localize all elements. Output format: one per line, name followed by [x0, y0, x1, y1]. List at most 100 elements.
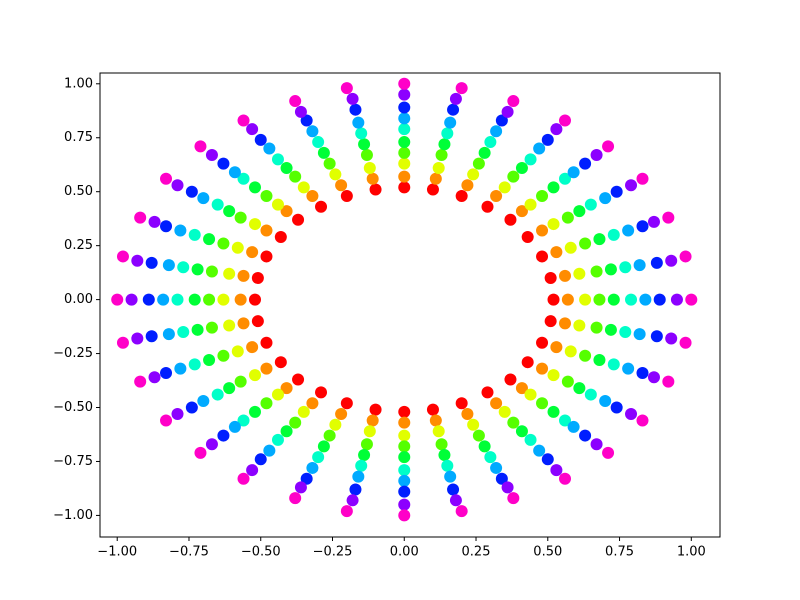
scatter-point	[280, 205, 293, 218]
scatter-point	[536, 362, 549, 375]
scatter-point	[507, 416, 520, 429]
scatter-point	[231, 345, 244, 358]
scatter-point	[541, 453, 554, 466]
scatter-point	[306, 397, 319, 410]
scatter-point	[217, 429, 230, 442]
scatter-point	[524, 433, 537, 446]
scatter-point	[533, 142, 546, 155]
scatter-point	[498, 181, 511, 194]
scatter-point	[435, 149, 448, 162]
y-tick-label: −0.50	[53, 400, 93, 415]
scatter-point	[679, 250, 692, 263]
scatter-point	[197, 192, 210, 205]
scatter-point	[607, 358, 620, 371]
scatter-point	[340, 82, 353, 95]
scatter-point	[647, 215, 660, 228]
scatter-point	[254, 133, 267, 146]
scatter-point	[435, 438, 448, 451]
scatter-point	[679, 336, 692, 349]
scatter-point	[579, 429, 592, 442]
scatter-point	[289, 170, 302, 183]
scatter-point	[315, 386, 328, 399]
scatter-point	[610, 401, 623, 414]
scatter-point	[211, 198, 224, 211]
scatter-point	[205, 149, 218, 162]
scatter-point	[355, 127, 368, 140]
y-tick-label: 0.00	[64, 292, 93, 307]
scatter-point	[231, 241, 244, 254]
scatter-point	[490, 125, 503, 138]
scatter-point	[498, 405, 511, 418]
scatter-point	[625, 407, 638, 420]
scatter-point	[536, 190, 549, 203]
scatter-point	[398, 485, 411, 498]
scatter-point	[177, 325, 190, 338]
scatter-point	[438, 138, 451, 151]
scatter-point	[441, 127, 454, 140]
scatter-point	[317, 146, 330, 159]
scatter-point	[237, 172, 250, 185]
scatter-point	[593, 293, 606, 306]
scatter-point	[254, 453, 267, 466]
scatter-point	[249, 218, 261, 231]
scatter-point	[234, 211, 247, 224]
scatter-point	[564, 241, 577, 254]
scatter-point	[174, 362, 187, 375]
scatter-point	[429, 414, 442, 427]
scatter-point	[349, 483, 362, 496]
y-tick-label: −0.25	[53, 346, 93, 361]
scatter-point	[604, 263, 617, 276]
scatter-point	[134, 211, 147, 224]
scatter-point	[550, 123, 563, 136]
scatter-point	[363, 425, 376, 438]
scatter-point	[504, 213, 517, 226]
scatter-point	[234, 293, 247, 306]
scatter-point	[590, 438, 603, 451]
scatter-point	[340, 190, 353, 203]
scatter-point	[205, 265, 218, 278]
scatter-point	[636, 366, 649, 379]
scatter-point	[398, 170, 411, 183]
scatter-point	[237, 472, 250, 485]
scatter-point	[177, 261, 190, 274]
scatter-point	[622, 224, 635, 237]
scatter-point	[160, 172, 173, 185]
scatter-point	[584, 198, 597, 211]
scatter-point	[622, 362, 635, 375]
scatter-point	[297, 405, 310, 418]
scatter-point	[363, 161, 376, 174]
scatter-point	[352, 470, 365, 483]
scatter-point	[398, 416, 411, 429]
scatter-point	[444, 116, 457, 129]
scatter-point	[274, 231, 287, 244]
scatter-point	[228, 420, 241, 433]
scatter-point	[358, 448, 371, 461]
scatter-point	[472, 429, 485, 442]
scatter-point	[536, 336, 549, 349]
scatter-point	[223, 319, 236, 332]
scatter-point	[432, 161, 445, 174]
scatter-point	[559, 114, 571, 127]
scatter-point	[355, 459, 368, 472]
scatter-point	[547, 218, 560, 231]
scatter-point	[346, 494, 359, 507]
scatter-point	[246, 341, 259, 354]
scatter-point	[217, 157, 230, 170]
scatter-point	[449, 92, 462, 105]
scatter-point	[590, 321, 603, 334]
scatter-point	[573, 319, 586, 332]
scatter-point	[426, 403, 439, 416]
scatter-point	[237, 269, 250, 282]
scatter-point	[685, 293, 698, 306]
scatter-point	[599, 395, 612, 408]
scatter-point	[292, 213, 305, 226]
scatter-point	[145, 330, 158, 343]
scatter-point	[561, 211, 574, 224]
scatter-point	[561, 293, 574, 306]
scatter-point	[455, 190, 468, 203]
scatter-point	[203, 293, 216, 306]
scatter-point	[398, 123, 411, 136]
scatter-point	[162, 328, 175, 341]
scatter-point	[263, 444, 276, 457]
scatter-point	[567, 420, 580, 433]
